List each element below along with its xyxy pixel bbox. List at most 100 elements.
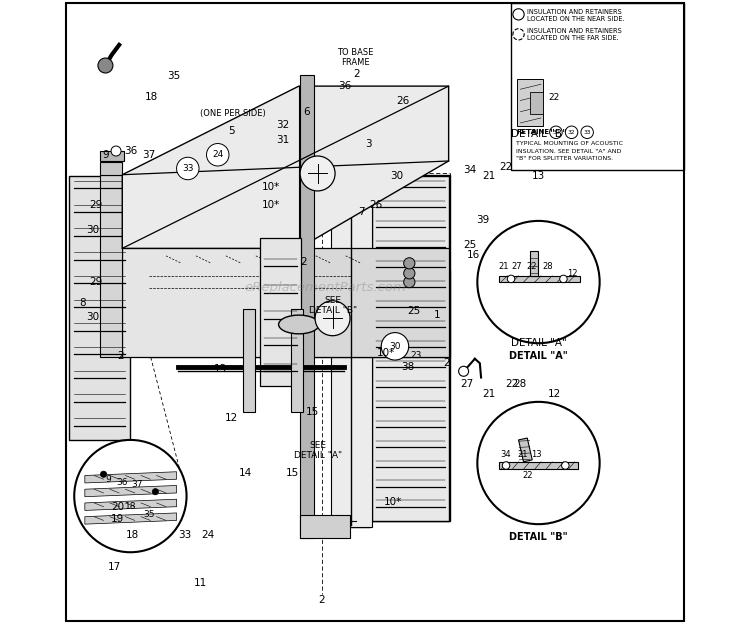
Text: 2: 2 (353, 69, 359, 79)
Text: 18: 18 (126, 530, 140, 540)
Text: 13: 13 (531, 451, 542, 459)
Circle shape (98, 58, 113, 73)
Text: 30: 30 (86, 225, 100, 235)
Circle shape (513, 29, 524, 40)
Text: 25: 25 (407, 306, 420, 316)
Text: 29: 29 (88, 277, 102, 287)
Circle shape (458, 366, 469, 376)
Text: SEE
DETAIL "B": SEE DETAIL "B" (308, 296, 357, 316)
Text: 26: 26 (397, 96, 410, 106)
Circle shape (566, 126, 578, 139)
Text: DETAIL "A": DETAIL "A" (509, 351, 568, 361)
Polygon shape (85, 513, 176, 524)
Text: 30: 30 (390, 171, 404, 181)
Text: 24: 24 (201, 530, 214, 540)
Text: 30: 30 (389, 342, 400, 351)
Text: 38: 38 (400, 362, 414, 372)
Text: 2: 2 (443, 358, 450, 368)
Polygon shape (122, 248, 298, 357)
Text: 12: 12 (225, 413, 238, 423)
Text: 2: 2 (300, 257, 307, 267)
Text: "B" FOR SPLITTER VARIATIONS.: "B" FOR SPLITTER VARIATIONS. (516, 156, 614, 161)
Text: DETAIL "B": DETAIL "B" (511, 129, 566, 139)
Circle shape (381, 333, 409, 360)
Text: 31: 31 (276, 135, 290, 145)
Text: 15: 15 (306, 407, 320, 417)
Circle shape (477, 221, 600, 343)
Text: 9: 9 (102, 150, 109, 160)
Text: 10*: 10* (262, 200, 280, 210)
Text: 34: 34 (500, 451, 511, 459)
Text: 2: 2 (117, 351, 124, 361)
Text: 12: 12 (548, 389, 561, 399)
Text: 10*: 10* (377, 348, 395, 358)
Text: 19: 19 (111, 514, 125, 524)
Text: 10*: 10* (383, 497, 401, 507)
Text: INSULATION AND RETAINERS: INSULATION AND RETAINERS (527, 27, 622, 34)
Text: TO BASE
FRAME: TO BASE FRAME (337, 47, 374, 67)
Polygon shape (372, 176, 448, 521)
Text: 22: 22 (506, 379, 519, 389)
Circle shape (176, 157, 199, 180)
Text: DETAIL "A": DETAIL "A" (511, 338, 566, 348)
Circle shape (581, 126, 593, 139)
Text: 30: 30 (552, 130, 560, 135)
Text: 21: 21 (482, 389, 495, 399)
Polygon shape (518, 79, 544, 126)
Text: 33: 33 (584, 130, 591, 135)
Circle shape (477, 402, 600, 524)
Text: 34: 34 (464, 165, 476, 175)
Text: LOCATED ON THE NEAR SIDE.: LOCATED ON THE NEAR SIDE. (527, 16, 625, 22)
Text: 8: 8 (80, 298, 86, 308)
Text: 16: 16 (467, 250, 480, 260)
Text: 17: 17 (107, 562, 121, 572)
Text: 22: 22 (548, 94, 560, 102)
Text: 27: 27 (511, 263, 522, 271)
Polygon shape (243, 309, 255, 412)
Text: 15: 15 (286, 468, 299, 478)
Text: 13: 13 (214, 364, 226, 374)
Text: TYPICAL MOUNTING OF ACOUSTIC: TYPICAL MOUNTING OF ACOUSTIC (516, 141, 623, 146)
Text: 39: 39 (476, 215, 489, 225)
Polygon shape (351, 270, 450, 357)
Circle shape (152, 489, 158, 495)
Text: 13: 13 (532, 171, 545, 181)
Polygon shape (260, 238, 302, 386)
Bar (511, 3, 684, 170)
Polygon shape (300, 75, 313, 538)
Text: 30: 30 (86, 312, 100, 322)
Text: DETAIL "B": DETAIL "B" (509, 532, 568, 542)
Circle shape (560, 275, 567, 283)
Circle shape (315, 301, 350, 336)
Text: 36: 36 (338, 81, 352, 91)
Polygon shape (69, 176, 130, 440)
Circle shape (404, 258, 415, 269)
Text: 10*: 10* (262, 182, 280, 192)
Text: 20: 20 (111, 502, 125, 512)
Polygon shape (298, 248, 448, 357)
Text: 3: 3 (365, 139, 372, 149)
Polygon shape (518, 438, 532, 462)
Text: 32: 32 (568, 130, 575, 135)
Text: 14: 14 (238, 468, 252, 478)
Text: 21: 21 (499, 263, 509, 271)
Text: 22: 22 (522, 471, 532, 480)
Polygon shape (499, 276, 580, 282)
Polygon shape (334, 175, 450, 521)
Text: 37: 37 (132, 480, 143, 489)
Polygon shape (100, 162, 122, 175)
Text: 35: 35 (142, 510, 154, 519)
Polygon shape (149, 170, 351, 270)
Text: 18: 18 (145, 92, 158, 102)
Polygon shape (100, 151, 124, 161)
Polygon shape (499, 462, 578, 469)
Text: 36: 36 (116, 478, 128, 487)
Circle shape (507, 275, 515, 283)
Polygon shape (85, 472, 176, 483)
Text: 22: 22 (526, 263, 536, 271)
Text: 18: 18 (125, 502, 137, 511)
Text: 22: 22 (500, 162, 513, 172)
Text: 23: 23 (410, 351, 422, 360)
Text: (ONE PER SIDE): (ONE PER SIDE) (200, 109, 266, 118)
Ellipse shape (278, 315, 320, 334)
